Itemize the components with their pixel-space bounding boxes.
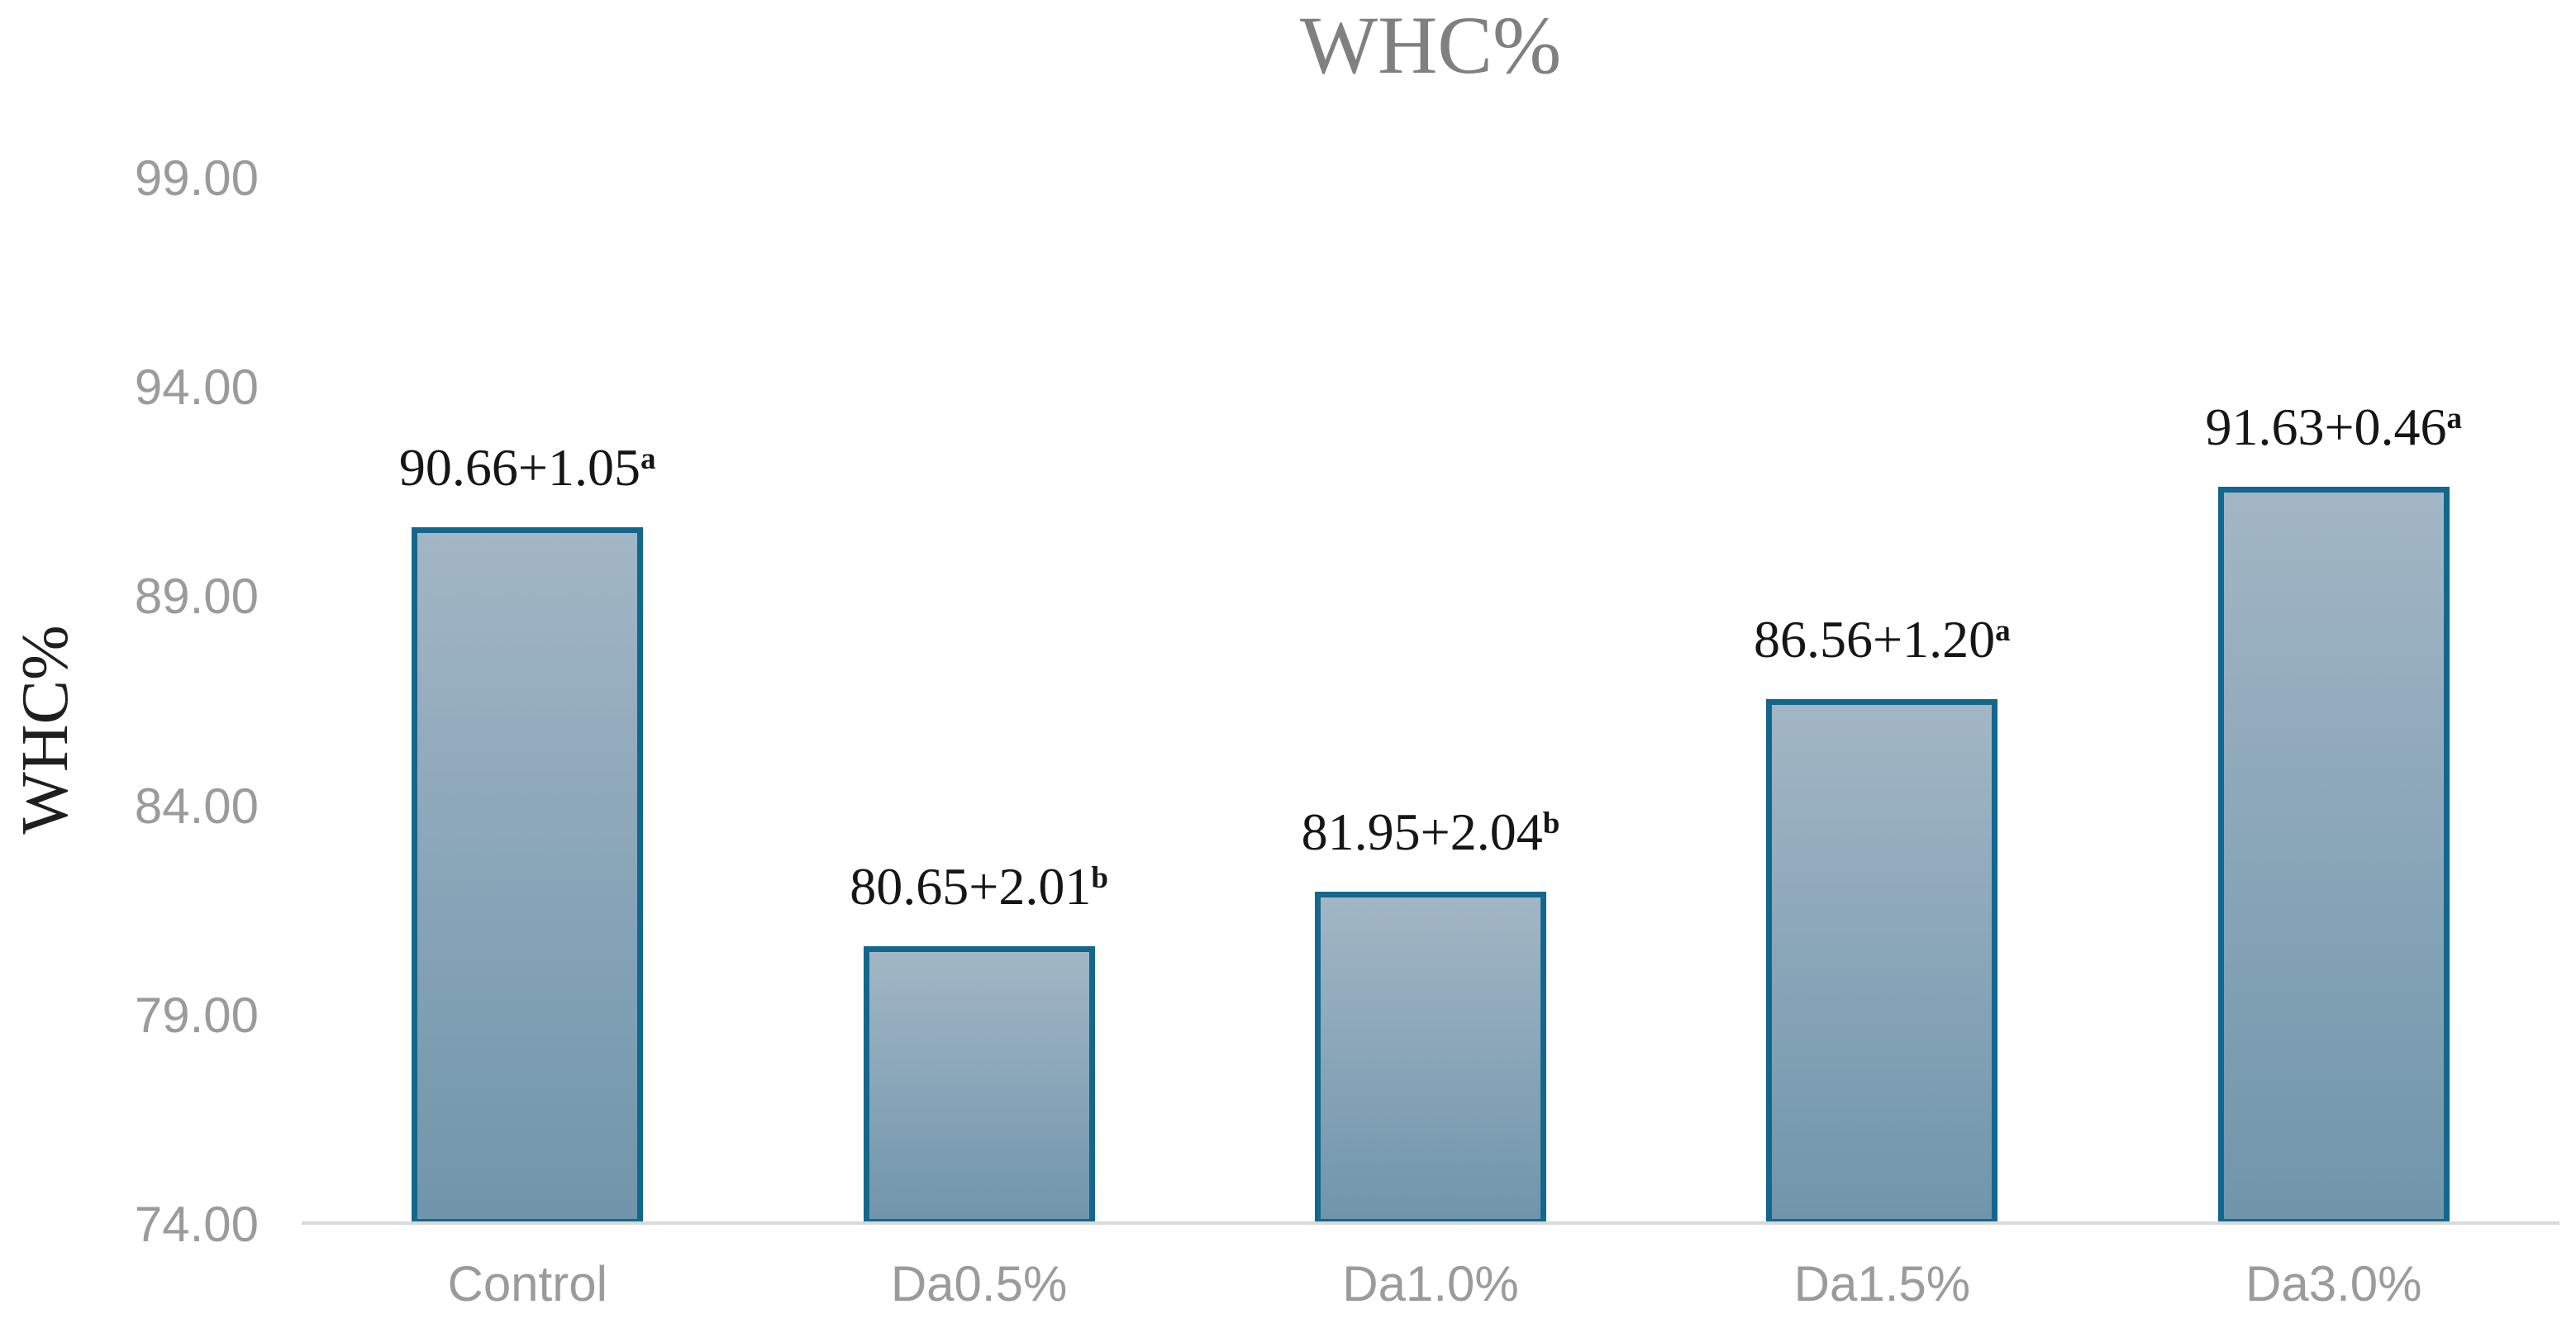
bar bbox=[412, 527, 644, 1225]
x-axis-category-label: Da3.0% bbox=[2245, 1256, 2422, 1312]
bar-value-text: 80.65+2.01 bbox=[850, 857, 1092, 916]
bar-value-superscript: b bbox=[1542, 807, 1560, 840]
bar-value-text: 86.56+1.20 bbox=[1754, 609, 1996, 669]
x-axis-category-label: Da0.5% bbox=[890, 1256, 1068, 1312]
bar-value-label: 80.65+2.01b bbox=[753, 857, 1204, 916]
bar-value-superscript: a bbox=[640, 441, 656, 476]
bar-value-superscript: b bbox=[1091, 860, 1108, 895]
x-axis-category-label: Da1.5% bbox=[1793, 1256, 1971, 1312]
bar-value-label: 90.66+1.05a bbox=[302, 438, 753, 497]
y-axis-title: WHC% bbox=[9, 625, 82, 835]
y-tick-label: 94.00 bbox=[134, 359, 259, 416]
x-axis-category-label: Control bbox=[447, 1256, 607, 1312]
bar bbox=[863, 946, 1095, 1225]
bar-value-label: 91.63+0.46a bbox=[2108, 398, 2559, 457]
bar-value-text: 90.66+1.05 bbox=[398, 438, 640, 497]
y-tick-label: 84.00 bbox=[134, 778, 259, 834]
bar-value-label: 81.95+2.04b bbox=[1205, 802, 1656, 862]
bar bbox=[1315, 892, 1546, 1225]
bar-value-text: 91.63+0.46 bbox=[2205, 398, 2447, 457]
y-tick-label: 74.00 bbox=[134, 1197, 259, 1252]
bar-value-text: 81.95+2.04 bbox=[1301, 802, 1543, 862]
bar-value-superscript: a bbox=[2446, 401, 2463, 436]
y-tick-label: 99.00 bbox=[134, 150, 259, 206]
chart-title: WHC% bbox=[1299, 0, 1562, 91]
x-axis-line bbox=[302, 1221, 2559, 1225]
bar-value-label: 86.56+1.20a bbox=[1656, 610, 2107, 669]
y-tick-label: 79.00 bbox=[134, 987, 259, 1043]
bar-value-superscript: a bbox=[1995, 613, 2011, 648]
bar bbox=[2217, 487, 2450, 1225]
y-tick-label: 89.00 bbox=[134, 569, 259, 625]
x-axis-category-label: Da1.0% bbox=[1342, 1256, 1519, 1312]
bar bbox=[1766, 698, 1998, 1225]
